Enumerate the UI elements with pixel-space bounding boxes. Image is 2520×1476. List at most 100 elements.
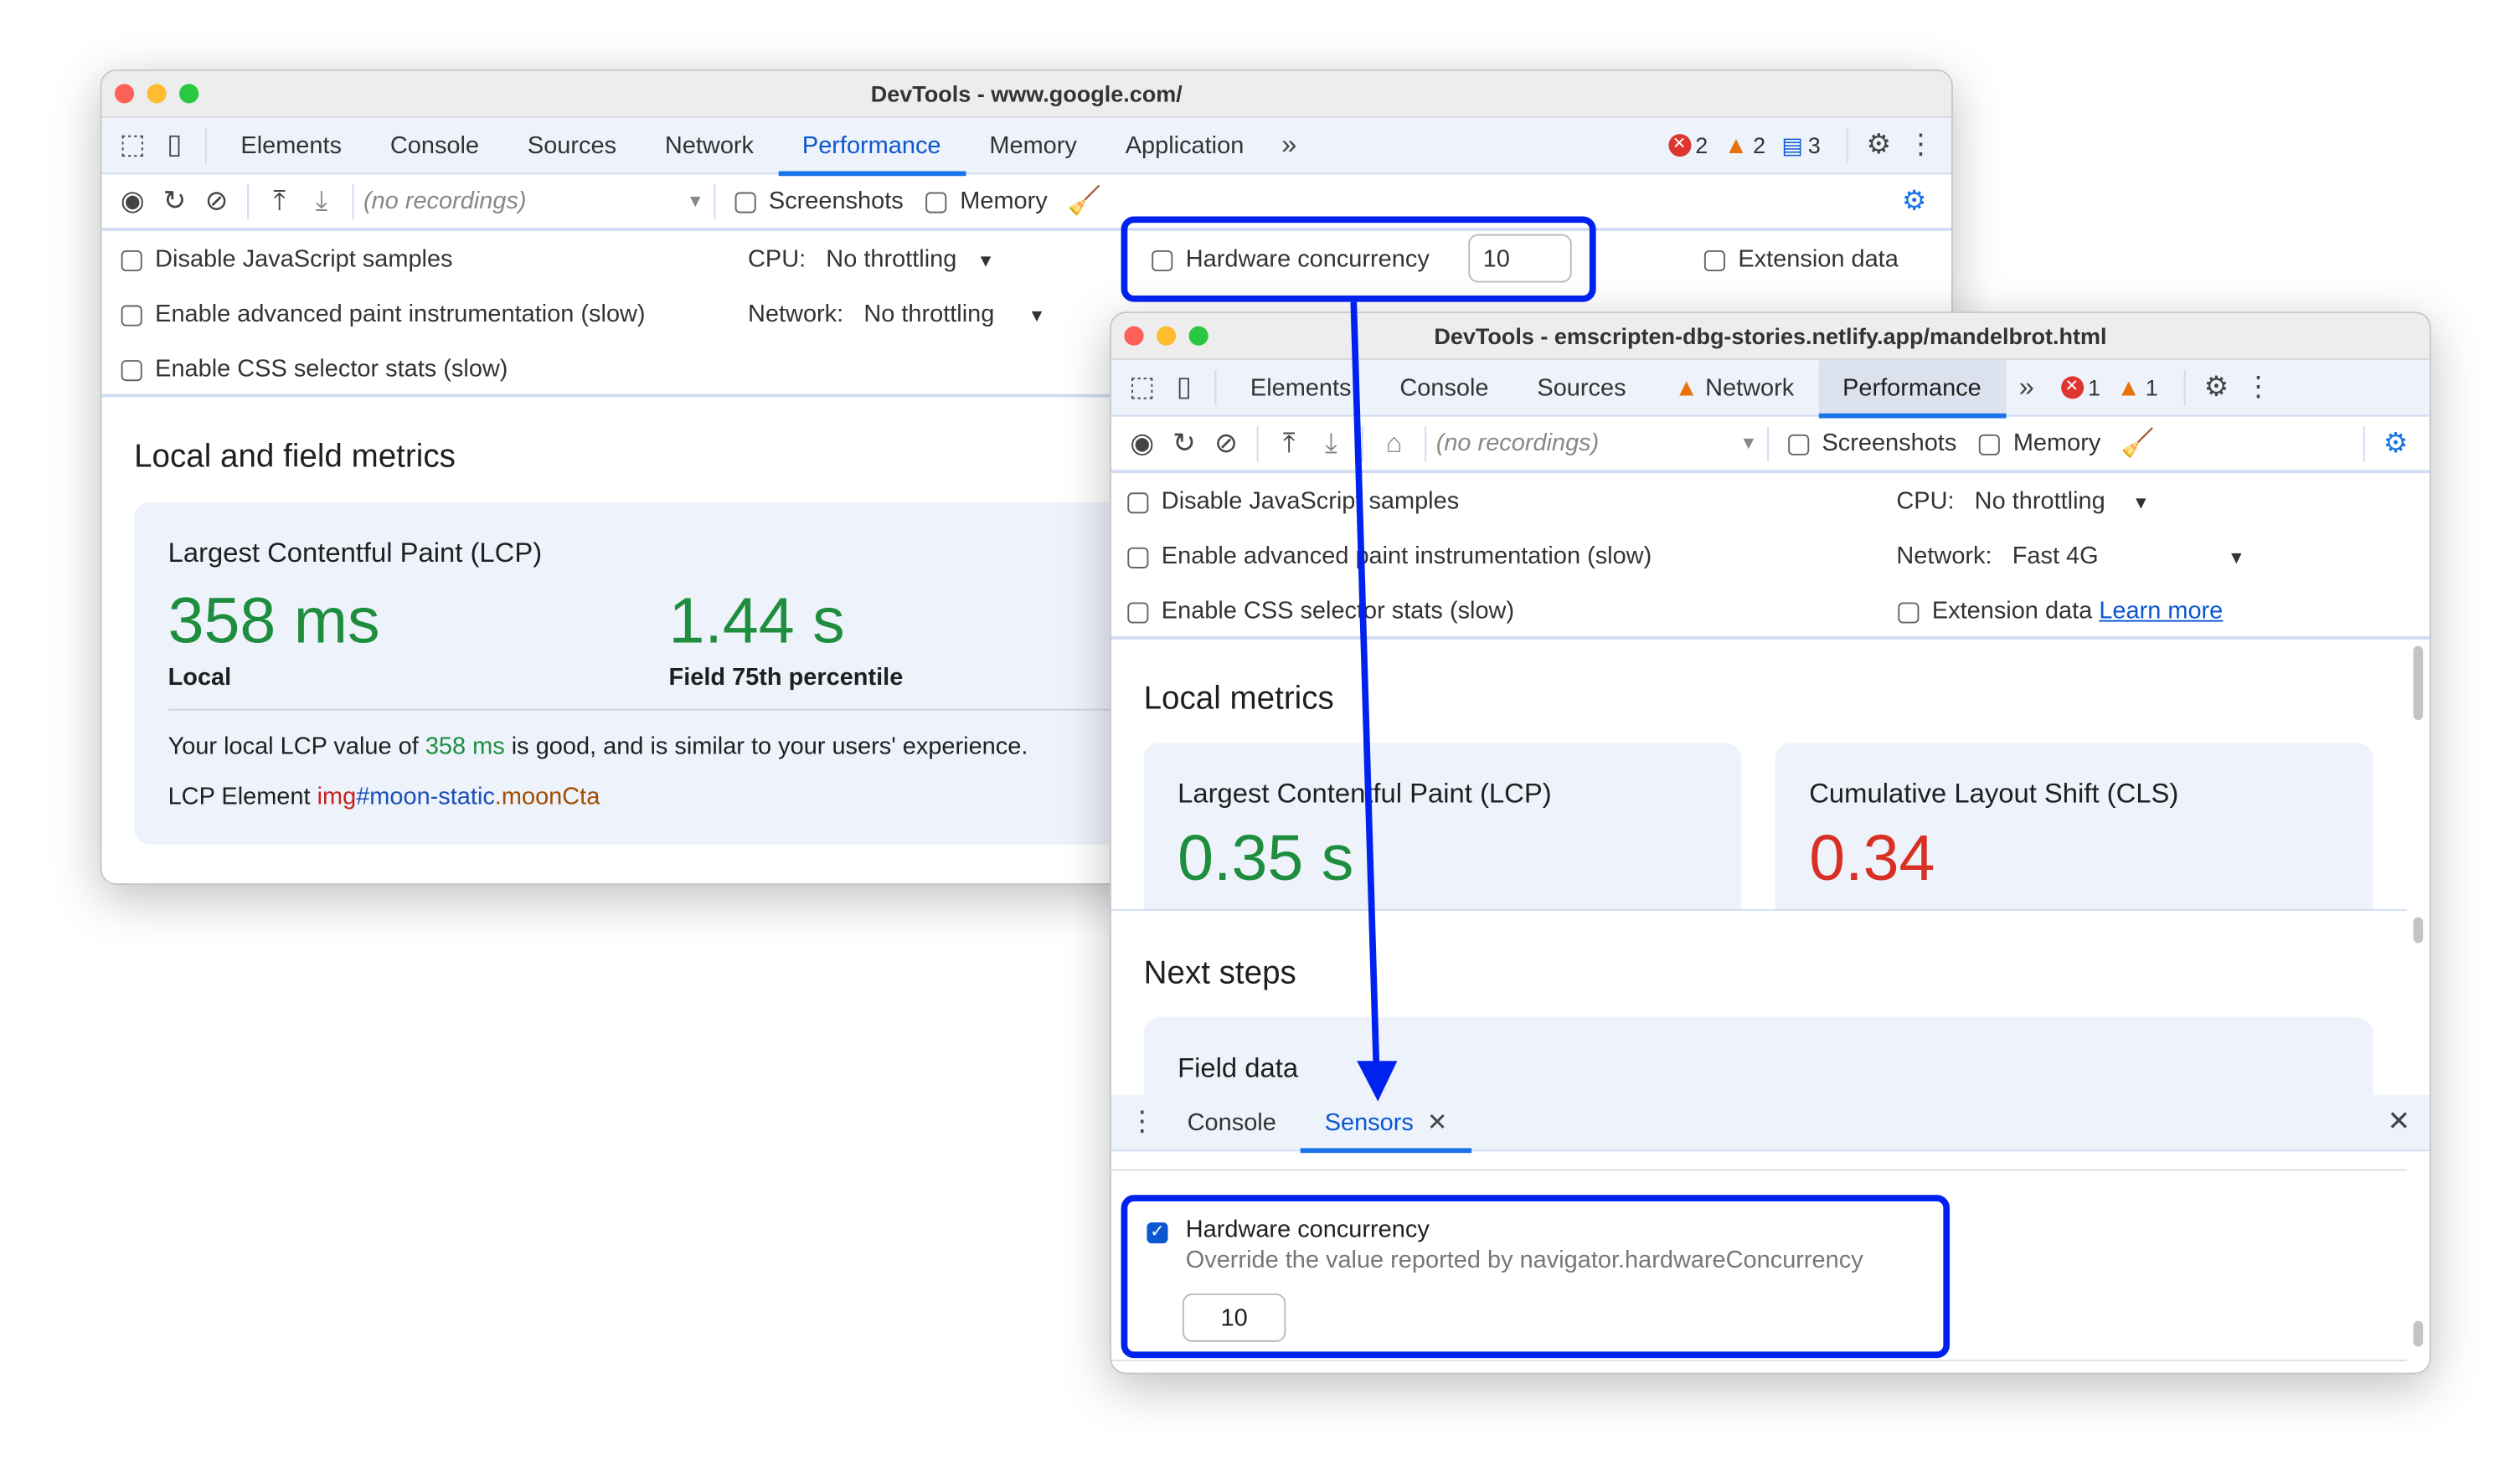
advanced-paint-checkbox[interactable]: Enable advanced paint instrumentation (s… (121, 301, 646, 328)
devtools-window-mandelbrot: DevTools - emscripten-dbg-stories.netlif… (1110, 311, 2431, 1375)
hardware-concurrency-title: Hardware concurrency (1185, 1216, 1430, 1244)
more-options-icon[interactable]: ⋮ (2244, 371, 2272, 403)
learn-more-link[interactable]: Learn more (2099, 597, 2224, 625)
settings-gear-icon[interactable]: ⚙ (2203, 371, 2229, 403)
extension-data-checkbox[interactable]: Extension data Learn more (1898, 598, 2223, 625)
warning-badge[interactable]: ▲ 2 (1724, 131, 1766, 159)
hardware-concurrency-input[interactable]: 10 (1468, 234, 1572, 283)
settings-gear-icon[interactable]: ⚙ (1866, 129, 1891, 160)
css-selector-stats-checkbox[interactable]: Enable CSS selector stats (slow) (121, 355, 508, 383)
inspect-element-icon[interactable]: ⬚ (119, 129, 146, 160)
tab-sources[interactable]: Sources (1537, 373, 1626, 402)
network-throttling-select[interactable]: Network: Fast 4G ▼ (1896, 543, 2245, 570)
screenshots-checkbox[interactable]: Screenshots (734, 188, 904, 215)
close-window-button[interactable] (114, 84, 135, 104)
hardware-concurrency-override-checkbox[interactable]: ✓ (1147, 1219, 1181, 1248)
lcp-element-link[interactable]: img (317, 783, 357, 811)
scrollbar-thumb[interactable] (2413, 917, 2424, 944)
next-steps-title: Next steps (1143, 955, 1296, 992)
advanced-paint-checkbox[interactable]: Enable advanced paint instrumentation (s… (1127, 543, 1652, 570)
window-title: DevTools - emscripten-dbg-stories.netlif… (1434, 322, 2107, 349)
network-throttling-select[interactable]: Network: No throttling ▼ (748, 300, 1046, 328)
section-title: Local metrics (1143, 681, 1334, 717)
field-data-card: Field data (1143, 1017, 2373, 1095)
title-bar: DevTools - www.google.com/ (101, 70, 1951, 118)
capture-settings-gear-icon[interactable]: ⚙ (1901, 184, 1927, 216)
clear-icon[interactable]: ⊘ (204, 184, 229, 216)
lcp-value: 0.35 s (1178, 823, 1354, 895)
recordings-select[interactable]: (no recordings) (363, 187, 527, 215)
tab-console[interactable]: Console (1399, 373, 1489, 402)
tab-network[interactable]: Network (664, 131, 755, 159)
drawer-menu-icon[interactable]: ⋮ (1128, 1106, 1157, 1137)
warning-icon: ▲ (2116, 373, 2141, 402)
dropdown-arrow-icon[interactable]: ▼ (686, 191, 704, 211)
dropdown-arrow-icon[interactable]: ▼ (1739, 433, 1758, 454)
tab-sources[interactable]: Sources (527, 131, 617, 159)
upload-icon[interactable]: ⤒ (1282, 427, 1296, 458)
tab-application[interactable]: Application (1125, 131, 1245, 159)
more-tabs-icon[interactable]: » (1281, 129, 1297, 160)
memory-checkbox[interactable]: Memory (1979, 429, 2100, 457)
cpu-throttling-select[interactable]: CPU: No throttling ▼ (748, 245, 995, 273)
hardware-concurrency-description: Override the value reported by navigator… (1185, 1247, 1863, 1274)
warning-badge[interactable]: ▲ 1 (2116, 373, 2158, 402)
record-icon[interactable]: ◉ (1130, 427, 1154, 458)
main-tab-bar: ⬚ ▯ Elements Console Sources ▲ Network P… (1111, 359, 2430, 418)
minimize-window-button[interactable] (1157, 326, 1177, 346)
reload-record-icon[interactable]: ↻ (1172, 427, 1196, 458)
close-drawer-icon[interactable]: ✕ (2387, 1106, 2411, 1137)
tab-elements[interactable]: Elements (240, 131, 343, 159)
tab-performance[interactable]: Performance (1818, 359, 2006, 418)
garbage-collect-icon[interactable]: 🧹 (2121, 427, 2156, 458)
cpu-throttling-select[interactable]: CPU: No throttling ▼ (1896, 487, 2150, 516)
tab-console[interactable]: Console (389, 131, 480, 159)
home-icon[interactable]: ⌂ (1385, 427, 1403, 458)
minimize-window-button[interactable] (147, 84, 167, 104)
lcp-field-label: Field 75th percentile (668, 663, 904, 692)
drawer-tab-console[interactable]: Console (1187, 1108, 1276, 1136)
close-window-button[interactable] (1124, 326, 1144, 346)
highlight-box-toolbar-setting (1121, 216, 1596, 302)
hardware-concurrency-value-input[interactable]: 10 (1182, 1293, 1286, 1342)
tab-memory[interactable]: Memory (989, 131, 1077, 159)
recordings-select[interactable]: (no recordings) (1435, 429, 1600, 457)
lcp-local-value: 358 ms (167, 586, 380, 658)
warning-icon: ▲ (1674, 373, 1699, 402)
record-icon[interactable]: ◉ (120, 184, 145, 216)
error-badge[interactable]: ✕ 1 (2060, 374, 2100, 400)
disable-js-samples-checkbox[interactable]: Disable JavaScript samples (1127, 487, 1459, 515)
scrollbar-thumb[interactable] (2413, 1320, 2424, 1347)
inspect-element-icon[interactable]: ⬚ (1129, 371, 1156, 403)
tab-performance[interactable]: Performance (777, 117, 966, 176)
screenshots-checkbox[interactable]: Screenshots (1787, 429, 1956, 457)
extension-data-checkbox[interactable]: Extension data (1703, 245, 1899, 273)
download-icon[interactable]: ⤓ (315, 184, 328, 216)
zoom-window-button[interactable] (1188, 326, 1208, 346)
more-options-icon[interactable]: ⋮ (1906, 129, 1935, 160)
drawer-tab-sensors[interactable]: Sensors ✕ (1300, 1094, 1472, 1153)
tab-network[interactable]: ▲ Network (1674, 373, 1795, 402)
css-selector-stats-checkbox[interactable]: Enable CSS selector stats (slow) (1127, 598, 1514, 625)
performance-toolbar: ◉ ↻ ⊘ ⤒ ⤓ ⌂ (no recordings) ▼ Screenshot… (1111, 417, 2430, 474)
upload-icon[interactable]: ⤒ (273, 184, 286, 216)
close-tab-icon[interactable]: ✕ (1426, 1108, 1448, 1136)
device-toolbar-icon[interactable]: ▯ (167, 129, 183, 160)
error-badge[interactable]: ✕ 2 (1667, 132, 1708, 158)
memory-checkbox[interactable]: Memory (925, 188, 1048, 215)
lcp-description: Your local LCP value of 358 ms is good, … (167, 733, 1028, 761)
more-tabs-icon[interactable]: » (2018, 371, 2034, 403)
capture-settings-gear-icon[interactable]: ⚙ (2383, 427, 2409, 458)
device-toolbar-icon[interactable]: ▯ (1176, 371, 1192, 403)
tab-elements[interactable]: Elements (1250, 373, 1352, 402)
disable-js-samples-checkbox[interactable]: Disable JavaScript samples (121, 245, 453, 273)
garbage-collect-icon[interactable]: 🧹 (1067, 184, 1102, 216)
download-icon[interactable]: ⤓ (1325, 427, 1337, 458)
clear-icon[interactable]: ⊘ (1214, 427, 1238, 458)
scrollbar-thumb[interactable] (2413, 645, 2424, 721)
hardware-concurrency-checkbox[interactable]: Hardware concurrency (1152, 245, 1430, 273)
reload-record-icon[interactable]: ↻ (162, 184, 187, 216)
zoom-window-button[interactable] (179, 84, 199, 104)
message-badge[interactable]: ▤ 3 (1781, 131, 1821, 159)
